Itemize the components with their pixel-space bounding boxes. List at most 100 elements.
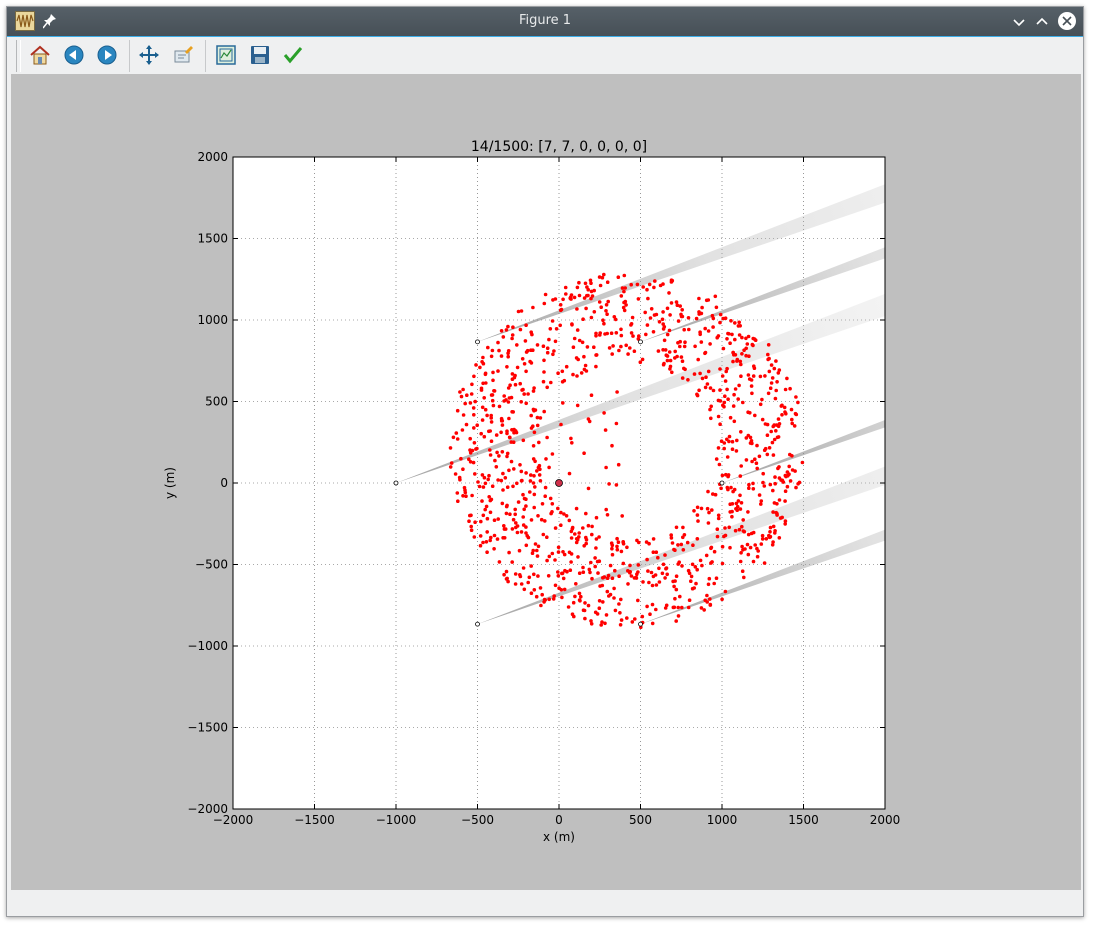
data-point bbox=[511, 484, 515, 489]
data-point bbox=[644, 540, 649, 544]
data-point bbox=[531, 457, 536, 461]
data-point bbox=[523, 339, 528, 343]
data-point bbox=[774, 359, 778, 363]
data-point bbox=[767, 446, 772, 450]
data-point bbox=[575, 374, 579, 378]
data-point bbox=[794, 412, 799, 417]
data-point bbox=[703, 326, 707, 331]
maximize-icon[interactable] bbox=[1033, 13, 1051, 31]
pan-icon[interactable] bbox=[135, 41, 163, 69]
data-point bbox=[674, 574, 679, 578]
data-point bbox=[733, 337, 737, 342]
data-point bbox=[726, 331, 730, 336]
data-point bbox=[453, 472, 458, 476]
data-point bbox=[499, 354, 504, 358]
data-point bbox=[513, 507, 517, 512]
data-point bbox=[654, 583, 659, 587]
data-point bbox=[545, 350, 550, 355]
data-point bbox=[668, 367, 672, 371]
data-point bbox=[551, 352, 555, 357]
data-point bbox=[663, 576, 667, 580]
data-point bbox=[479, 519, 483, 524]
data-point bbox=[667, 350, 672, 354]
data-point bbox=[702, 608, 706, 612]
pin-icon[interactable] bbox=[42, 13, 57, 29]
data-point bbox=[522, 362, 527, 366]
data-point bbox=[758, 374, 763, 379]
data-point bbox=[535, 469, 539, 473]
data-point bbox=[509, 395, 514, 400]
data-point bbox=[726, 397, 730, 402]
figure-canvas[interactable]: −2000 −1500 −1000 −500 0 500 1000 1500 2000 −200… bbox=[11, 74, 1081, 890]
data-point bbox=[751, 343, 755, 348]
data-point bbox=[481, 355, 485, 360]
data-point bbox=[626, 582, 630, 586]
data-point bbox=[569, 560, 573, 564]
data-point bbox=[613, 608, 618, 613]
data-point bbox=[707, 576, 712, 581]
data-point bbox=[558, 323, 562, 328]
data-point bbox=[661, 362, 666, 367]
data-point bbox=[762, 448, 767, 453]
data-point bbox=[768, 530, 772, 534]
data-point bbox=[489, 420, 494, 424]
data-point bbox=[483, 372, 488, 377]
data-point bbox=[541, 379, 546, 384]
data-point bbox=[636, 297, 641, 301]
data-point bbox=[767, 533, 771, 538]
data-point bbox=[489, 439, 494, 444]
data-point bbox=[535, 423, 540, 428]
data-point bbox=[693, 565, 698, 569]
data-point bbox=[766, 391, 771, 396]
data-point bbox=[519, 400, 523, 404]
data-point bbox=[764, 537, 769, 541]
data-point bbox=[733, 353, 738, 357]
toolbar-grip[interactable] bbox=[16, 40, 21, 72]
data-point bbox=[721, 316, 725, 321]
data-point bbox=[477, 484, 482, 489]
zoom-icon[interactable] bbox=[169, 41, 197, 69]
data-point bbox=[584, 306, 588, 311]
data-point bbox=[635, 282, 640, 287]
data-point bbox=[559, 510, 563, 515]
data-point bbox=[695, 537, 700, 541]
data-point bbox=[483, 407, 488, 412]
edit-axis-icon[interactable] bbox=[279, 41, 307, 69]
data-point bbox=[577, 531, 581, 535]
y-tick-label: 1500 bbox=[197, 232, 228, 246]
data-point bbox=[716, 334, 721, 338]
close-icon[interactable] bbox=[1057, 11, 1077, 31]
data-point bbox=[700, 305, 704, 310]
plot-svg[interactable]: −2000 −1500 −1000 −500 0 500 1000 1500 2000 −200… bbox=[11, 74, 1081, 890]
data-point bbox=[768, 386, 773, 391]
data-point bbox=[739, 464, 743, 468]
data-point bbox=[762, 561, 767, 565]
back-icon[interactable] bbox=[60, 41, 88, 69]
data-point bbox=[482, 434, 487, 439]
data-point bbox=[651, 550, 656, 554]
data-point bbox=[635, 538, 639, 543]
data-point bbox=[736, 499, 741, 503]
minimize-icon[interactable] bbox=[1010, 13, 1028, 31]
subplots-icon[interactable] bbox=[212, 41, 240, 69]
data-point bbox=[560, 571, 565, 576]
data-point bbox=[770, 376, 775, 380]
data-point bbox=[783, 387, 788, 392]
data-point bbox=[478, 543, 483, 548]
plume bbox=[396, 230, 885, 483]
data-point bbox=[792, 424, 797, 428]
app-icon[interactable] bbox=[15, 11, 35, 31]
data-point bbox=[540, 502, 545, 506]
data-point bbox=[761, 471, 765, 476]
data-point bbox=[668, 358, 673, 363]
data-point bbox=[610, 546, 614, 551]
data-point bbox=[744, 458, 749, 462]
data-point bbox=[593, 610, 598, 615]
forward-icon[interactable] bbox=[93, 41, 121, 69]
home-icon[interactable] bbox=[26, 41, 54, 69]
data-point bbox=[484, 504, 489, 509]
data-point bbox=[478, 534, 483, 538]
y-tick-label: −1500 bbox=[187, 721, 228, 735]
data-point bbox=[636, 570, 640, 574]
save-icon[interactable] bbox=[246, 41, 274, 69]
